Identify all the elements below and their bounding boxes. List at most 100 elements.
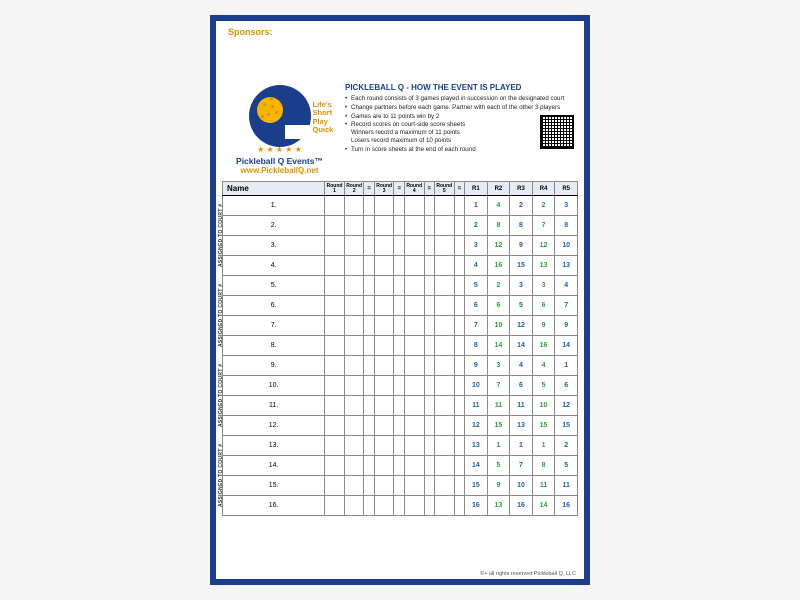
score-cell[interactable] [454, 236, 465, 256]
score-cell[interactable] [325, 236, 345, 256]
score-cell[interactable] [404, 236, 424, 256]
score-cell[interactable] [424, 216, 435, 236]
score-cell[interactable] [424, 276, 435, 296]
score-cell[interactable] [424, 336, 435, 356]
score-cell[interactable] [344, 416, 364, 436]
score-cell[interactable] [454, 256, 465, 276]
score-cell[interactable] [424, 356, 435, 376]
score-cell[interactable] [374, 356, 394, 376]
score-cell[interactable] [374, 476, 394, 496]
score-cell[interactable] [435, 336, 455, 356]
score-cell[interactable] [404, 376, 424, 396]
score-cell[interactable] [424, 396, 435, 416]
score-cell[interactable] [374, 256, 394, 276]
score-cell[interactable] [404, 276, 424, 296]
score-cell[interactable] [344, 356, 364, 376]
score-cell[interactable] [344, 276, 364, 296]
score-cell[interactable] [364, 256, 375, 276]
score-cell[interactable] [374, 436, 394, 456]
score-cell[interactable] [374, 276, 394, 296]
score-cell[interactable] [344, 496, 364, 516]
score-cell[interactable] [325, 196, 345, 216]
score-cell[interactable] [344, 456, 364, 476]
score-cell[interactable] [374, 456, 394, 476]
score-cell[interactable] [404, 256, 424, 276]
score-cell[interactable] [435, 256, 455, 276]
score-cell[interactable] [374, 416, 394, 436]
score-cell[interactable] [344, 236, 364, 256]
score-cell[interactable] [325, 216, 345, 236]
score-cell[interactable] [364, 416, 375, 436]
score-cell[interactable] [404, 496, 424, 516]
score-cell[interactable] [404, 196, 424, 216]
score-cell[interactable] [424, 456, 435, 476]
score-cell[interactable] [404, 296, 424, 316]
score-cell[interactable] [435, 216, 455, 236]
score-cell[interactable] [435, 476, 455, 496]
score-cell[interactable] [344, 436, 364, 456]
score-cell[interactable] [454, 356, 465, 376]
score-cell[interactable] [344, 216, 364, 236]
score-cell[interactable] [374, 336, 394, 356]
score-cell[interactable] [454, 416, 465, 436]
score-cell[interactable] [325, 436, 345, 456]
score-cell[interactable] [435, 396, 455, 416]
score-cell[interactable] [325, 316, 345, 336]
score-cell[interactable] [454, 316, 465, 336]
score-cell[interactable] [364, 296, 375, 316]
score-cell[interactable] [454, 376, 465, 396]
score-cell[interactable] [435, 376, 455, 396]
score-cell[interactable] [364, 396, 375, 416]
score-cell[interactable] [454, 476, 465, 496]
score-cell[interactable] [344, 336, 364, 356]
score-cell[interactable] [454, 336, 465, 356]
score-cell[interactable] [374, 396, 394, 416]
score-cell[interactable] [364, 276, 375, 296]
score-cell[interactable] [364, 376, 375, 396]
score-cell[interactable] [435, 456, 455, 476]
score-cell[interactable] [374, 196, 394, 216]
score-cell[interactable] [435, 356, 455, 376]
score-cell[interactable] [344, 316, 364, 336]
score-cell[interactable] [435, 236, 455, 256]
score-cell[interactable] [344, 196, 364, 216]
score-cell[interactable] [424, 236, 435, 256]
score-cell[interactable] [344, 296, 364, 316]
score-cell[interactable] [374, 496, 394, 516]
score-cell[interactable] [454, 276, 465, 296]
score-cell[interactable] [424, 476, 435, 496]
score-cell[interactable] [364, 236, 375, 256]
score-cell[interactable] [344, 256, 364, 276]
score-cell[interactable] [404, 456, 424, 476]
score-cell[interactable] [364, 496, 375, 516]
score-cell[interactable] [394, 316, 405, 336]
score-cell[interactable] [424, 196, 435, 216]
score-cell[interactable] [435, 196, 455, 216]
score-cell[interactable] [424, 436, 435, 456]
score-cell[interactable] [364, 476, 375, 496]
score-cell[interactable] [344, 376, 364, 396]
score-cell[interactable] [435, 296, 455, 316]
score-cell[interactable] [374, 316, 394, 336]
score-cell[interactable] [364, 316, 375, 336]
score-cell[interactable] [394, 196, 405, 216]
score-cell[interactable] [325, 396, 345, 416]
score-cell[interactable] [424, 256, 435, 276]
score-cell[interactable] [394, 476, 405, 496]
score-cell[interactable] [364, 336, 375, 356]
score-cell[interactable] [374, 216, 394, 236]
score-cell[interactable] [435, 436, 455, 456]
score-cell[interactable] [394, 456, 405, 476]
score-cell[interactable] [394, 496, 405, 516]
score-cell[interactable] [435, 416, 455, 436]
score-cell[interactable] [325, 456, 345, 476]
score-cell[interactable] [454, 216, 465, 236]
score-cell[interactable] [325, 296, 345, 316]
score-cell[interactable] [454, 436, 465, 456]
score-cell[interactable] [424, 376, 435, 396]
score-cell[interactable] [394, 256, 405, 276]
score-cell[interactable] [404, 416, 424, 436]
score-cell[interactable] [325, 356, 345, 376]
score-cell[interactable] [344, 476, 364, 496]
score-cell[interactable] [435, 316, 455, 336]
